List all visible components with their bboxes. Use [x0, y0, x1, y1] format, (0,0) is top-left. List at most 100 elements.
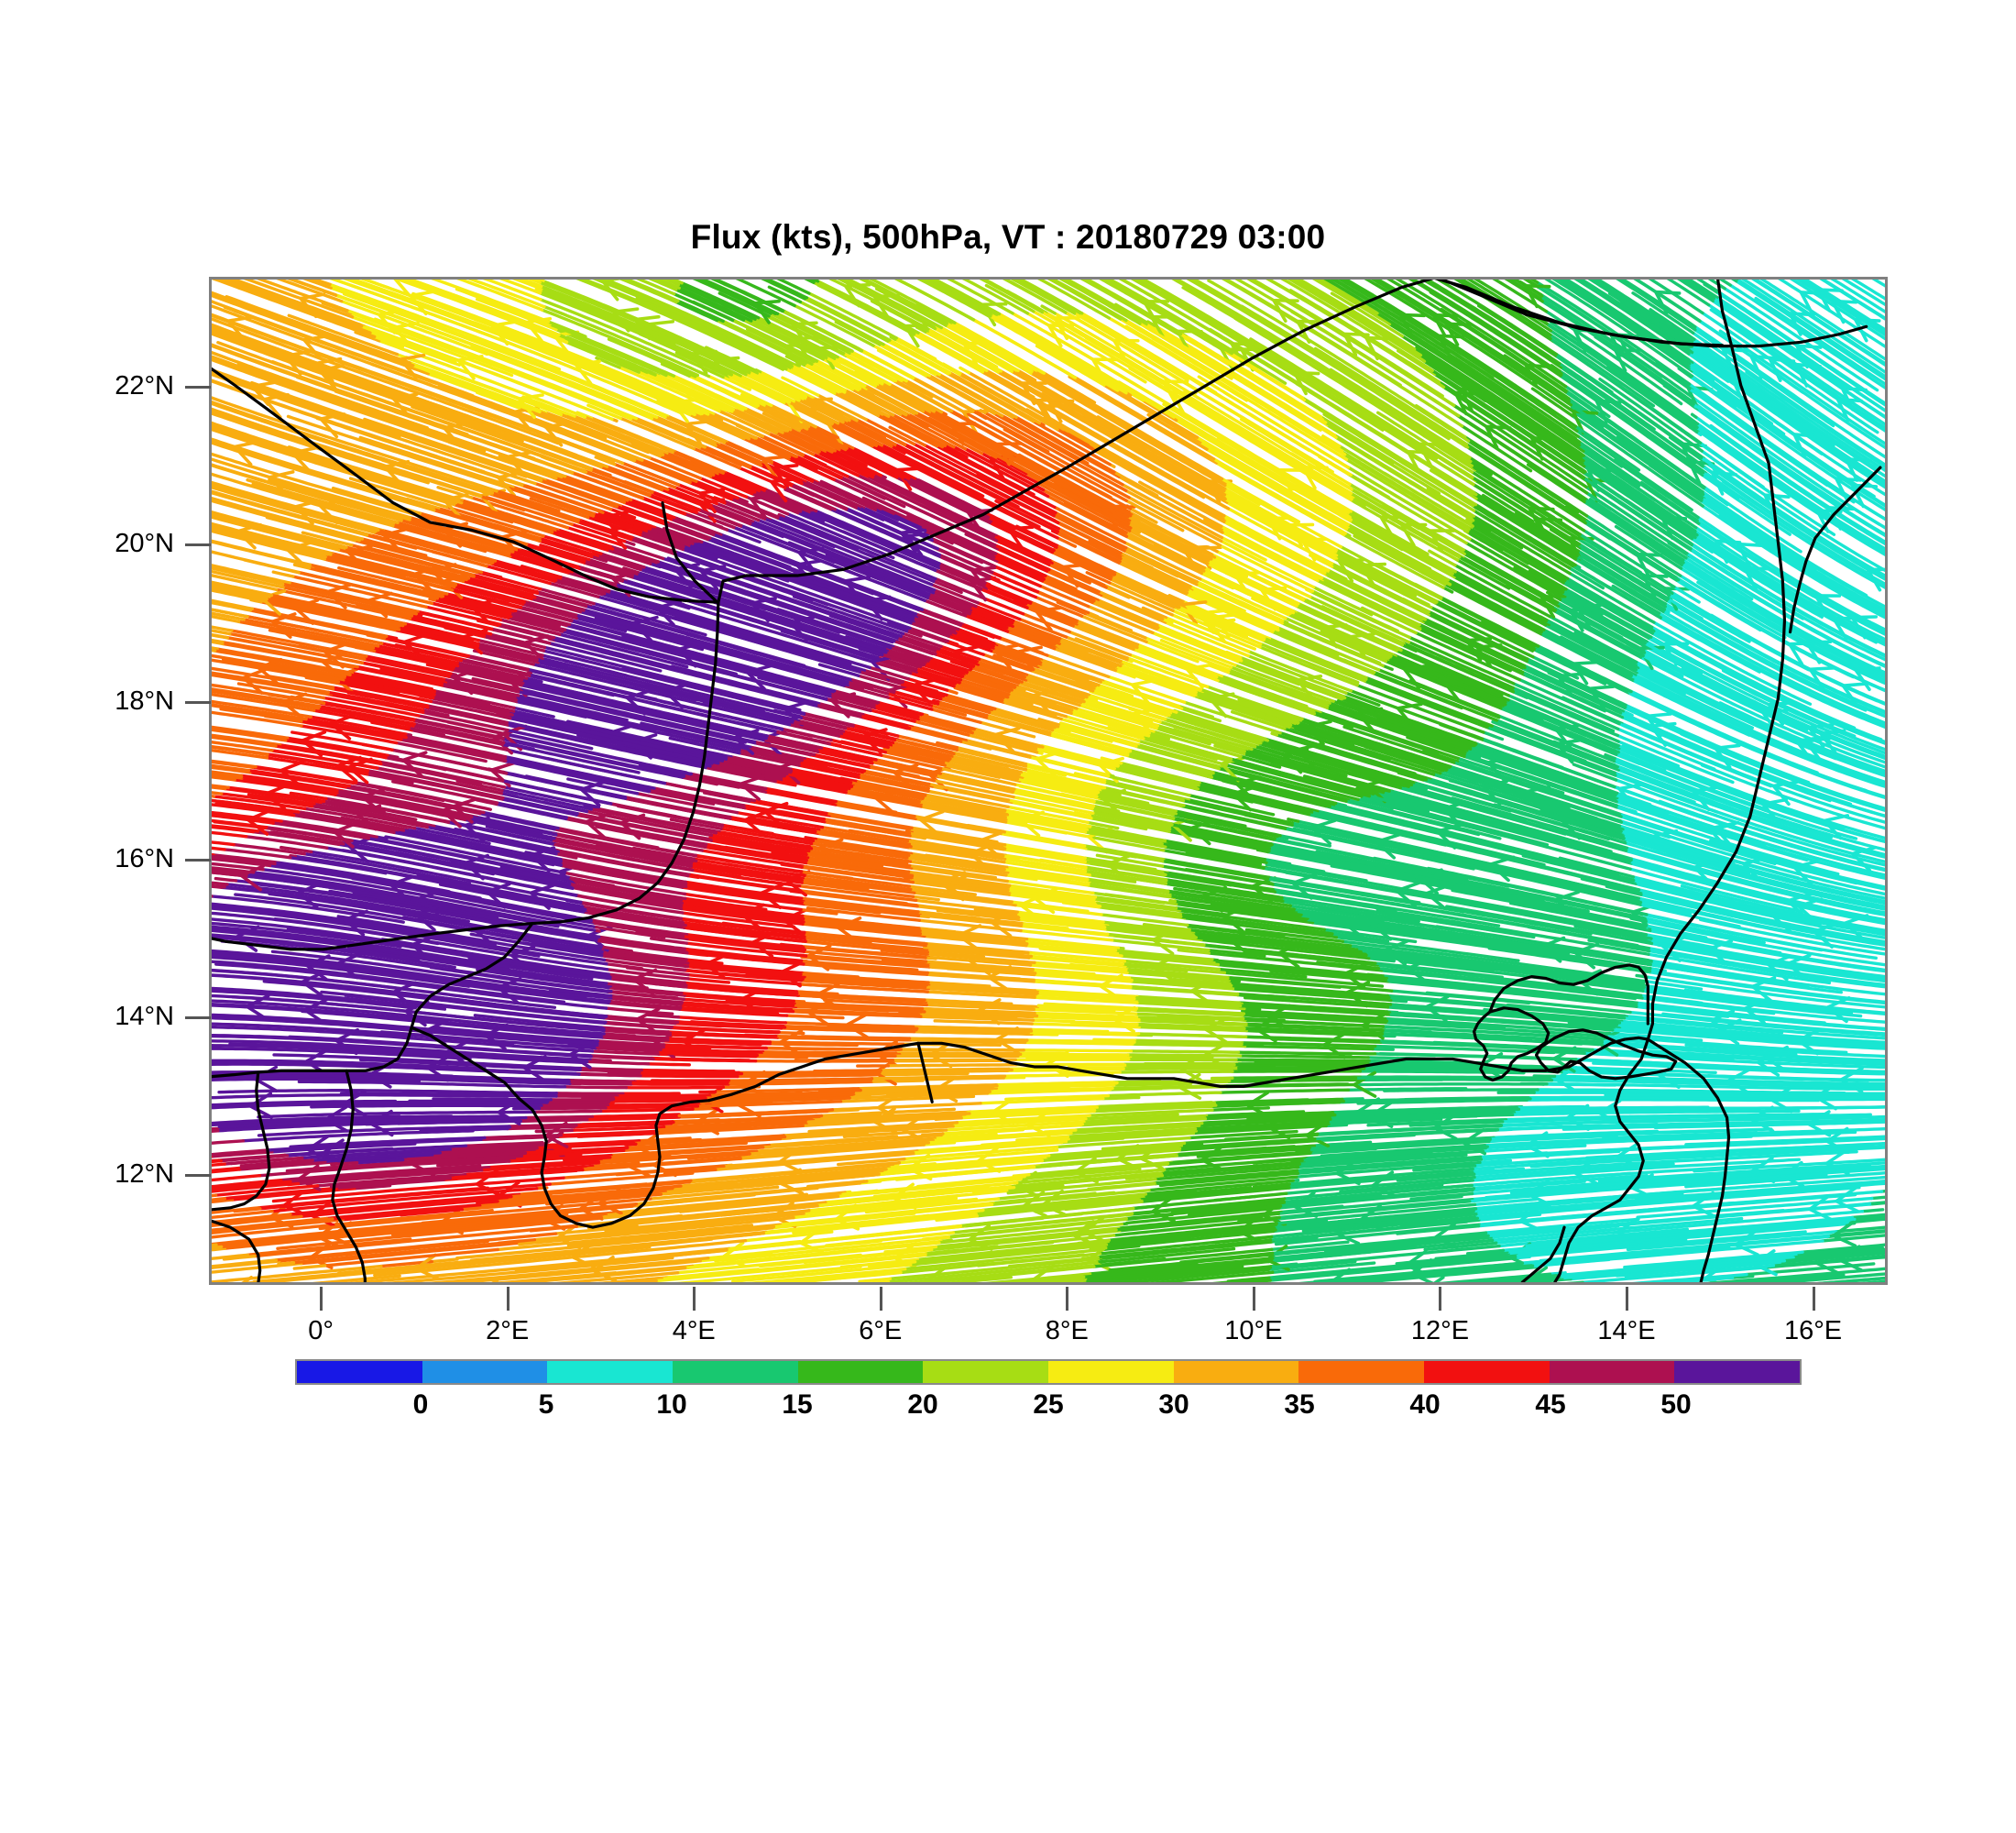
streamline — [212, 703, 308, 721]
streamline — [1375, 792, 1632, 863]
streamline — [934, 1116, 963, 1122]
streamline — [1288, 723, 1355, 747]
streamline — [1006, 798, 1090, 818]
streamline-arrowhead — [1825, 996, 1851, 1024]
streamline — [319, 800, 418, 821]
streamline — [1543, 623, 1639, 675]
streamline — [1474, 742, 1497, 752]
streamline-arrowhead — [1837, 1245, 1863, 1272]
streamline — [668, 1033, 693, 1037]
streamline — [923, 663, 965, 678]
streamline — [212, 1198, 235, 1204]
streamline — [1267, 1254, 1515, 1279]
streamline — [1166, 1150, 1312, 1166]
streamline — [1153, 1169, 1299, 1185]
streamline — [1295, 1160, 1482, 1179]
streamline — [827, 741, 876, 756]
streamline — [1030, 666, 1096, 691]
streamline — [1407, 785, 1527, 821]
streamline — [1560, 592, 1649, 643]
streamline — [326, 690, 425, 712]
streamline — [932, 698, 940, 704]
streamline — [983, 1212, 1134, 1231]
streamline — [1114, 1212, 1281, 1232]
streamline — [1209, 774, 1336, 808]
streamline — [1247, 746, 1348, 778]
streamline — [924, 661, 966, 677]
streamline — [1431, 773, 1623, 833]
streamline — [577, 1072, 642, 1078]
streamline — [685, 937, 805, 953]
streamline — [1421, 620, 1524, 670]
streamline — [1032, 978, 1133, 989]
streamline — [907, 831, 1007, 851]
streamline — [1155, 627, 1233, 661]
streamline — [923, 1010, 1039, 1018]
streamline — [1127, 976, 1233, 988]
streamline — [936, 702, 989, 719]
streamline — [896, 734, 959, 752]
streamline — [909, 851, 1009, 870]
streamline — [1043, 1002, 1139, 1010]
streamline — [221, 640, 359, 669]
streamline — [1278, 730, 1417, 775]
streamline — [685, 958, 724, 965]
streamline — [300, 719, 403, 741]
streamline — [848, 786, 921, 804]
streamline — [246, 615, 384, 645]
streamline — [930, 708, 982, 724]
streamline — [212, 1129, 220, 1133]
streamline — [1005, 1183, 1065, 1193]
streamline — [1283, 727, 1436, 776]
streamline — [1281, 899, 1420, 924]
streamline — [1200, 938, 1371, 960]
streamline — [1412, 1164, 1477, 1172]
streamline — [1801, 1243, 1885, 1254]
streamline — [604, 1006, 674, 1015]
streamline — [1134, 744, 1221, 771]
streamline — [1056, 646, 1116, 670]
streamline — [1142, 1185, 1253, 1200]
streamline — [1402, 642, 1516, 694]
streamline — [792, 1213, 979, 1235]
streamline — [1119, 761, 1201, 785]
streamline — [918, 713, 976, 731]
streamline — [1267, 847, 1590, 914]
streamline — [1003, 847, 1087, 864]
streamline — [1499, 707, 1618, 756]
streamline — [1126, 1053, 1243, 1058]
streamline — [1053, 642, 1118, 668]
streamline — [239, 774, 339, 793]
streamline — [954, 1158, 1045, 1170]
streamline — [905, 839, 1005, 858]
streamline — [212, 638, 225, 644]
streamline — [1048, 730, 1130, 755]
streamline — [904, 829, 914, 834]
streamline — [268, 661, 347, 679]
streamline — [412, 826, 491, 846]
streamline — [1036, 664, 1098, 688]
streamline — [279, 845, 313, 854]
streamline — [446, 1259, 702, 1282]
streamline — [805, 852, 884, 868]
streamline — [748, 1138, 936, 1156]
streamline — [901, 1112, 971, 1119]
streamline-arrowhead — [1296, 742, 1322, 769]
streamline — [322, 799, 386, 814]
streamline — [1003, 830, 1087, 848]
streamline — [807, 1121, 959, 1134]
streamline — [761, 738, 820, 753]
streamline — [955, 746, 1028, 766]
streamline — [442, 677, 520, 697]
streamline — [926, 658, 970, 675]
streamline — [455, 664, 524, 682]
streamline-arrowhead — [452, 796, 478, 824]
streamline — [1706, 1074, 1885, 1082]
streamline — [1124, 968, 1230, 981]
streamline — [215, 647, 355, 675]
streamline — [1285, 1175, 1476, 1195]
streamline — [1142, 923, 1191, 932]
streamline-arrowhead — [1573, 942, 1600, 970]
streamline — [1113, 664, 1198, 697]
streamline — [472, 645, 541, 664]
